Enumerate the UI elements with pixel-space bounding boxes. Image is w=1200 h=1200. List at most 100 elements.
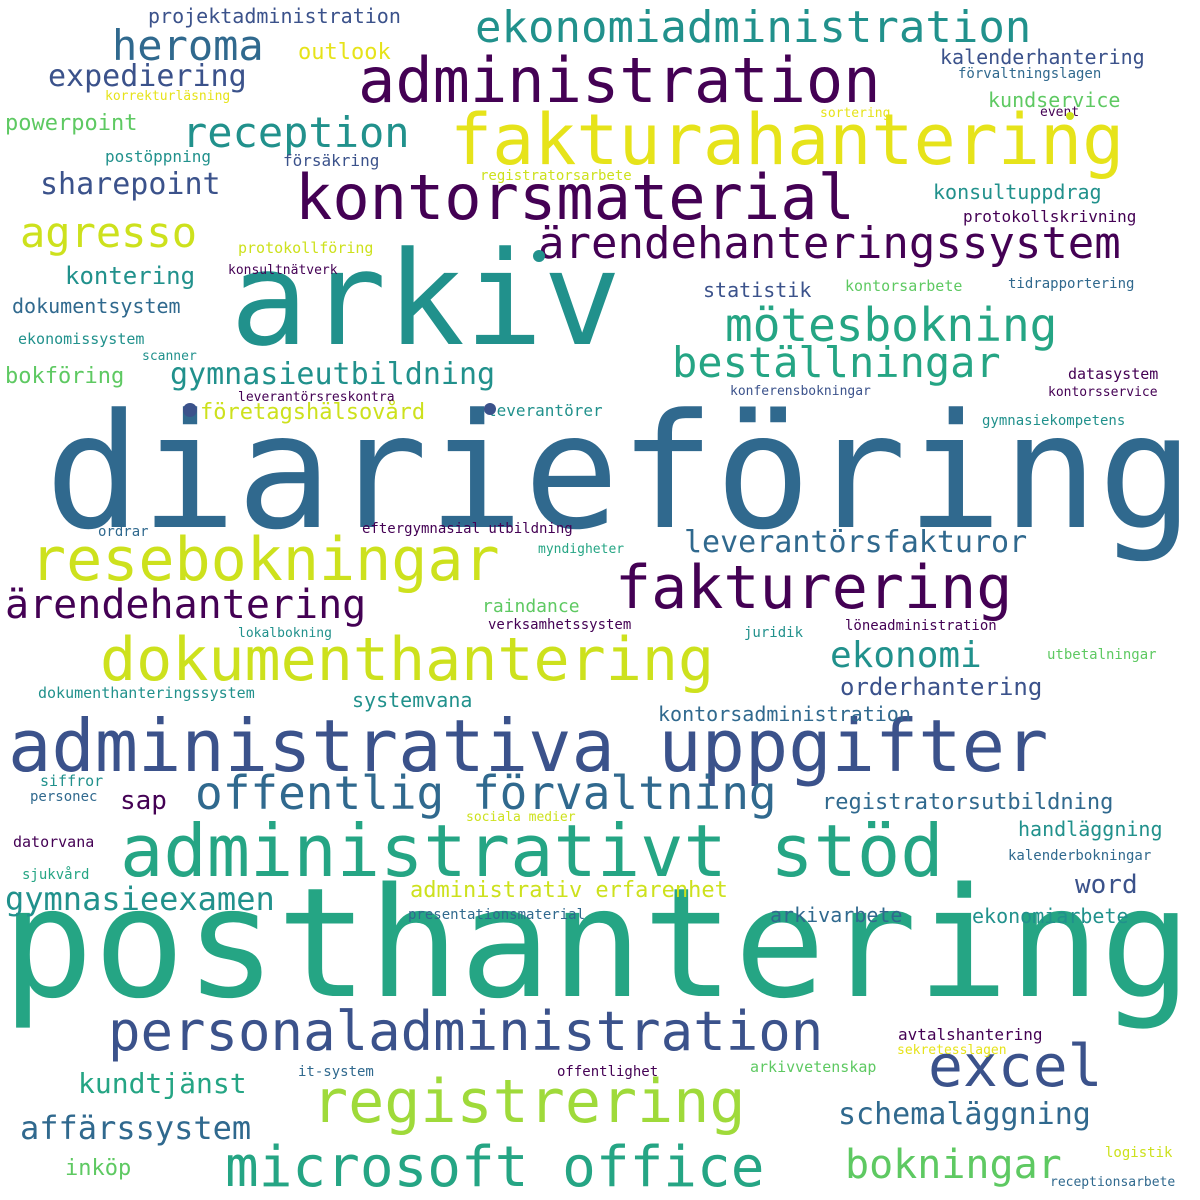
cloud-word: offentlig förvaltning	[195, 766, 777, 820]
cloud-word: diarieföring	[45, 380, 1194, 565]
cloud-word: registrering	[312, 1067, 746, 1137]
cloud-word: postöppning	[105, 147, 211, 166]
cloud-word: kontorsservice	[1048, 385, 1158, 400]
cloud-word: affärssystem	[20, 1109, 252, 1147]
cloud-word: administrativt stöd	[120, 809, 944, 893]
cloud-word: microsoft office	[225, 1135, 765, 1200]
cloud-word: raindance	[482, 596, 580, 617]
cloud-word: ekonomi	[830, 635, 982, 676]
cloud-word: outlook	[298, 40, 391, 65]
cloud-word: konsultnätverk	[228, 263, 338, 278]
decorative-dot	[533, 250, 545, 262]
cloud-word: ekonomissystem	[18, 330, 145, 348]
cloud-word: fakturahantering	[450, 99, 1125, 181]
cloud-word: sociala medier	[466, 810, 576, 825]
cloud-word: administration	[358, 44, 881, 117]
cloud-word: siffror	[40, 772, 104, 790]
cloud-word: leverantörsfakturor	[684, 525, 1028, 560]
cloud-word: korrekturläsning	[105, 89, 231, 104]
cloud-word: posthantering	[2, 855, 1192, 1032]
cloud-word: orderhantering	[840, 673, 1043, 701]
cloud-word: datasystem	[1068, 365, 1159, 383]
cloud-word: kontorsmaterial	[295, 161, 855, 234]
cloud-word: kontorsarbete	[845, 277, 963, 295]
cloud-word: utbetalningar	[1047, 647, 1157, 663]
cloud-word: löneadministration	[845, 618, 997, 634]
cloud-word: myndigheter	[538, 542, 625, 557]
cloud-word: konsultuppdrag	[933, 180, 1102, 204]
cloud-word: arkivarbete	[770, 903, 903, 927]
cloud-word: statistik	[703, 278, 812, 302]
cloud-word: gymnasiekompetens	[982, 413, 1126, 429]
cloud-word: bokningar	[845, 1142, 1062, 1188]
cloud-word: kundtjänst	[78, 1067, 247, 1100]
cloud-word: scanner	[142, 349, 197, 364]
cloud-word: registratorsutbildning	[822, 790, 1114, 815]
cloud-word: projektadministration	[148, 4, 401, 28]
cloud-word: expediering	[48, 59, 247, 94]
cloud-word: dokumentsystem	[12, 294, 181, 318]
cloud-word: receptionsarbete	[1050, 1175, 1176, 1190]
cloud-word: tidrapportering	[1008, 276, 1135, 292]
cloud-word: leverantörsreskontra	[238, 390, 395, 405]
cloud-word: personec	[30, 789, 98, 805]
cloud-word: kontorsadministration	[658, 702, 911, 726]
cloud-word: schemaläggning	[838, 1097, 1091, 1132]
cloud-word: systemvana	[352, 688, 473, 712]
cloud-word: ärendehantering	[5, 582, 367, 628]
cloud-word: sekretesslagen	[897, 1043, 1007, 1058]
cloud-word: sjukvård	[22, 867, 90, 883]
cloud-word: it-system	[298, 1064, 374, 1080]
cloud-word: ekonomiarbete	[972, 904, 1129, 928]
cloud-word: bokföring	[5, 364, 125, 389]
cloud-word: administrativ erfarenhet	[410, 878, 728, 903]
cloud-word: arkiv	[230, 223, 622, 375]
cloud-word: beställningar	[672, 338, 1001, 387]
cloud-word: agresso	[20, 208, 198, 257]
cloud-word: avtalshantering	[898, 1025, 1043, 1044]
decorative-dot	[183, 403, 197, 417]
cloud-word: reception	[182, 108, 410, 157]
cloud-word: administrativa uppgifter	[8, 704, 1049, 788]
cloud-word: ekonomiadministration	[475, 2, 1032, 53]
cloud-word: personaladministration	[108, 1000, 824, 1063]
cloud-word: konferensbokningar	[730, 384, 871, 399]
cloud-word: förvaltningslagen	[958, 66, 1102, 82]
cloud-word: kundservice	[988, 88, 1121, 112]
cloud-word: datorvana	[13, 833, 95, 851]
cloud-word: presentationsmaterial	[408, 907, 586, 923]
cloud-word: ärendehanteringssystem	[538, 218, 1121, 269]
cloud-word: kalenderhantering	[940, 45, 1145, 69]
cloud-word: kontering	[65, 262, 196, 290]
cloud-word: gymnasieutbildning	[170, 357, 496, 392]
cloud-word: sharepoint	[40, 167, 221, 202]
cloud-word: logistik	[1105, 1145, 1173, 1161]
decorative-dot	[1066, 112, 1074, 120]
cloud-word: ordrar	[98, 524, 149, 540]
cloud-word: lokalbokning	[238, 626, 332, 641]
cloud-word: dokumenthanteringssystem	[38, 684, 255, 702]
cloud-word: powerpoint	[5, 111, 138, 136]
cloud-word: eftergymnasial utbildning	[362, 521, 573, 537]
cloud-word: excel	[928, 1032, 1103, 1100]
cloud-word: protokollskrivning	[963, 207, 1137, 226]
cloud-word: sap	[120, 786, 167, 816]
cloud-word: leverantörer	[487, 401, 603, 420]
cloud-word: arkivvetenskap	[750, 1058, 877, 1076]
cloud-word: gymnasieexamen	[5, 880, 275, 918]
cloud-word: fakturering	[615, 553, 1013, 623]
cloud-word: protokollföring	[238, 239, 374, 257]
cloud-word: heroma	[112, 21, 264, 70]
cloud-word: sortering	[820, 106, 891, 121]
cloud-word: registratorsarbete	[480, 168, 632, 184]
cloud-word: juridik	[744, 625, 804, 641]
cloud-word: mötesbokning	[725, 298, 1058, 352]
cloud-word: företagshälsovård	[200, 400, 426, 425]
cloud-word: kalenderbokningar	[1008, 848, 1152, 864]
cloud-word: inköp	[65, 1156, 132, 1181]
cloud-word: resebokningar	[30, 525, 500, 595]
cloud-word: verksamhetssystem	[488, 617, 632, 633]
cloud-word: försäkring	[283, 151, 380, 170]
cloud-word: handläggning	[1018, 817, 1163, 841]
